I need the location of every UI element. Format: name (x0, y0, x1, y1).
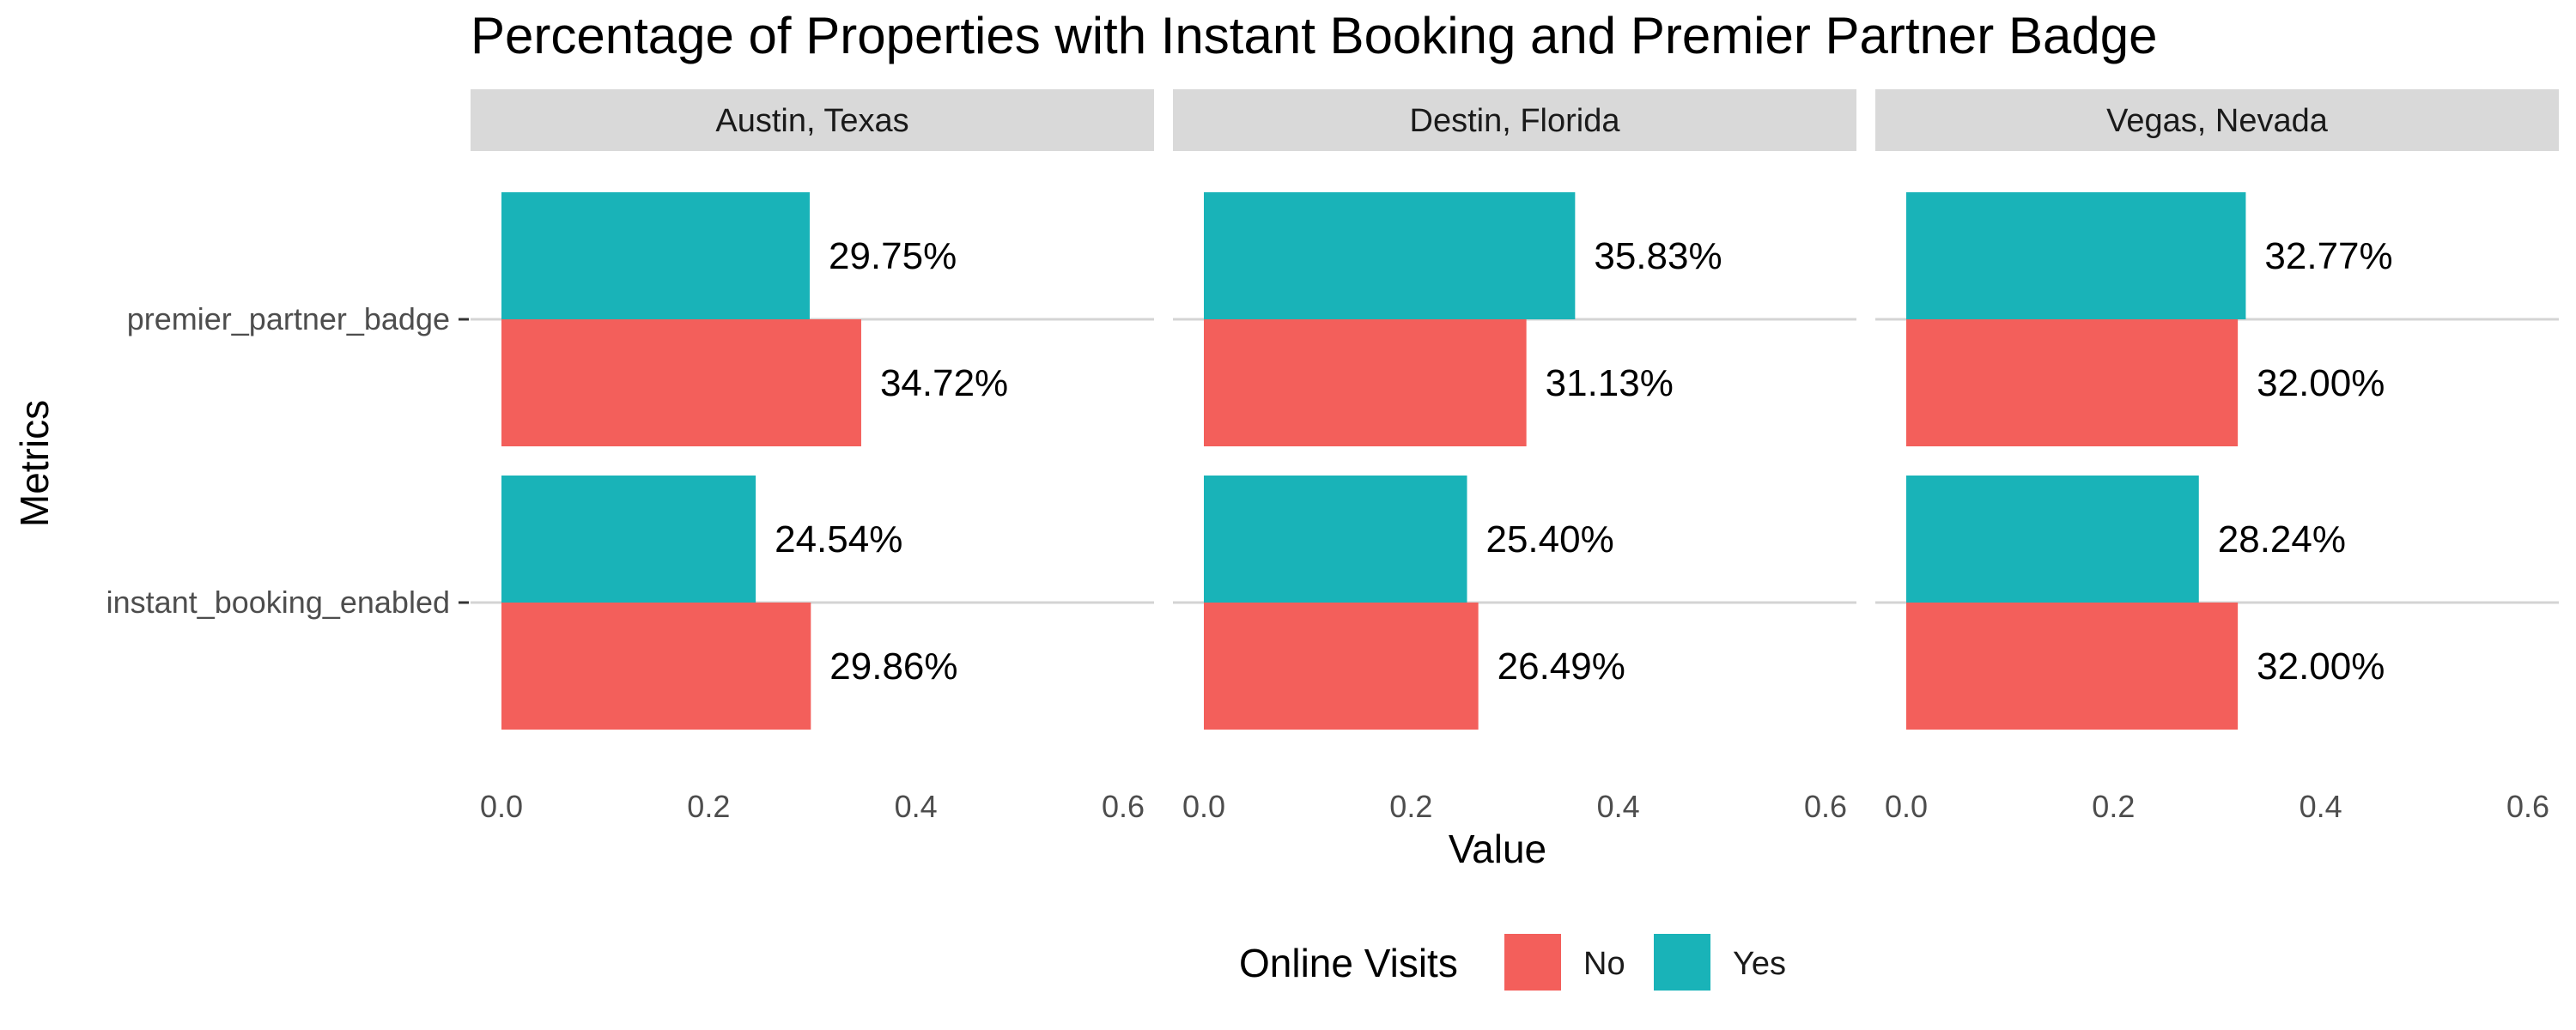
facet-strip-label: Vegas, Nevada (2106, 103, 2329, 139)
data-label: 31.13% (1546, 362, 1674, 404)
bar (1906, 192, 2246, 319)
data-label: 25.40% (1485, 518, 1613, 560)
x-tick-label: 0.4 (895, 789, 938, 824)
facet-strip-label: Austin, Texas (715, 103, 908, 139)
y-axis: premier_partner_badge instant_booking_ena… (106, 301, 469, 620)
chart-title: Percentage of Properties with Instant Bo… (471, 7, 2157, 64)
legend-key-label: Yes (1733, 946, 1786, 982)
bar (1906, 319, 2239, 446)
bar (1906, 476, 2199, 603)
data-label: 35.83% (1594, 235, 1722, 277)
bar (501, 192, 810, 319)
x-tick-label: 0.2 (1389, 789, 1432, 824)
data-label: 32.00% (2257, 362, 2385, 404)
bar (1204, 319, 1527, 446)
facet-panel: Austin, Texas 29.75% 24.54% 34.72% 29.86% 0.0… (471, 89, 1154, 824)
data-label: 32.77% (2264, 235, 2392, 277)
legend-key-label: No (1583, 946, 1625, 982)
data-label: 32.00% (2257, 645, 2385, 688)
legend-key-swatch (1654, 934, 1710, 991)
legend: Online Visits No Yes (1239, 934, 1786, 991)
x-tick-label: 0.6 (1804, 789, 1847, 824)
bar (1204, 476, 1467, 603)
y-tick-label: premier_partner_badge (127, 301, 450, 336)
bar (501, 603, 811, 730)
data-label: 26.49% (1498, 645, 1625, 688)
x-tick-label: 0.4 (2300, 789, 2342, 824)
bar (1204, 192, 1576, 319)
bar (501, 319, 861, 446)
bar (501, 476, 756, 603)
facet-strip-label: Destin, Florida (1410, 103, 1621, 139)
facet-strip (471, 89, 1154, 151)
data-label: 29.75% (829, 235, 957, 277)
y-tick-label: instant_booking_enabled (106, 585, 450, 620)
data-label: 29.86% (829, 645, 957, 688)
bar (1204, 603, 1479, 730)
x-tick-label: 0.0 (480, 789, 523, 824)
x-tick-label: 0.0 (1885, 789, 1928, 824)
facet-panel: Destin, Florida 35.83% 25.40% 31.13% 26.49% 0… (1173, 89, 1856, 824)
x-tick-label: 0.0 (1182, 789, 1225, 824)
data-label: 24.54% (775, 518, 902, 560)
facet-panel: Vegas, Nevada 32.77% 28.24% 32.00% 32.00% 0.0… (1875, 89, 2559, 824)
x-tick-label: 0.2 (687, 789, 730, 824)
facet-panels: Austin, Texas 29.75% 24.54% 34.72% 29.86% 0.0… (471, 89, 2559, 824)
data-label: 28.24% (2218, 518, 2346, 560)
bar (1906, 603, 2239, 730)
x-tick-label: 0.2 (2092, 789, 2135, 824)
x-tick-label: 0.4 (1597, 789, 1640, 824)
x-tick-label: 0.6 (2506, 789, 2549, 824)
y-axis-title: Metrics (12, 400, 57, 527)
x-axis-title: Value (1449, 827, 1546, 871)
facet-strip (1173, 89, 1856, 151)
legend-key-swatch (1504, 934, 1561, 991)
data-label: 34.72% (880, 362, 1008, 404)
legend-title: Online Visits (1239, 941, 1458, 985)
x-tick-label: 0.6 (1102, 789, 1145, 824)
facet-strip (1875, 89, 2559, 151)
